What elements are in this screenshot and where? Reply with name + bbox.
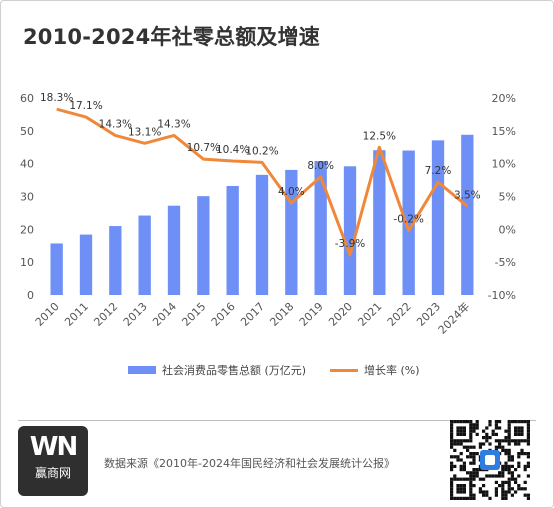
legend-line-swatch xyxy=(330,368,358,372)
bar xyxy=(343,166,357,295)
bar xyxy=(314,161,327,295)
x-tick-label: 2011 xyxy=(62,300,91,329)
chart-legend: 社会消费品零售总额 (万亿元) 增长率 (%) xyxy=(0,362,554,380)
logo-mark: WN xyxy=(29,432,78,462)
growth-data-label: 3.5% xyxy=(454,189,481,201)
y-left-tick-label: 50 xyxy=(20,125,34,138)
y-right-tick-label: 10% xyxy=(492,158,516,171)
x-tick-label: 2019 xyxy=(297,300,326,329)
x-tick-label: 2024年 xyxy=(435,299,472,336)
x-tick-label: 2014 xyxy=(150,300,179,329)
growth-data-label: 14.3% xyxy=(99,118,132,130)
y-right-tick-label: -5% xyxy=(495,256,516,269)
y-left-tick-label: 40 xyxy=(20,158,34,171)
y-left-tick-label: 0 xyxy=(27,289,34,302)
bar xyxy=(79,234,93,295)
bar xyxy=(255,174,269,295)
growth-data-label: -3.9% xyxy=(335,238,365,250)
x-tick-label: 2018 xyxy=(267,300,296,329)
growth-data-label: 18.3% xyxy=(40,92,73,104)
bar xyxy=(197,196,210,295)
brand-logo: WN 赢商网 xyxy=(18,426,88,496)
y-right-tick-label: -10% xyxy=(488,289,516,302)
bar xyxy=(50,243,63,295)
growth-data-label: 8.0% xyxy=(307,160,334,172)
growth-data-label: -0.2% xyxy=(393,214,423,226)
legend-line-label: 增长率 (%) xyxy=(364,364,420,377)
growth-data-label: 10.2% xyxy=(245,145,278,157)
bar xyxy=(138,215,151,295)
legend-item-line: 增长率 (%) xyxy=(330,362,420,378)
x-tick-label: 2013 xyxy=(121,300,150,329)
growth-data-label: 10.4% xyxy=(216,144,249,156)
y-right-tick-label: 5% xyxy=(499,191,516,204)
growth-data-label: 7.2% xyxy=(425,165,452,177)
bar xyxy=(461,134,474,295)
logo-text: 赢商网 xyxy=(34,466,71,480)
bar xyxy=(402,150,415,295)
footer-divider xyxy=(18,420,536,421)
bar xyxy=(167,205,181,295)
growth-data-label: 14.3% xyxy=(157,118,190,130)
bar xyxy=(373,150,386,295)
x-tick-label: 2022 xyxy=(385,300,414,329)
y-right-tick-label: 15% xyxy=(492,125,516,138)
x-tick-label: 2010 xyxy=(33,300,62,329)
qr-code-icon xyxy=(450,420,530,500)
chart-title: 2010-2024年社零总额及增速 xyxy=(23,25,321,49)
growth-data-label: 13.1% xyxy=(128,126,161,138)
y-left-tick-label: 10 xyxy=(20,256,34,269)
legend-bar-label: 社会消费品零售总额 (万亿元) xyxy=(162,364,307,377)
growth-line xyxy=(56,107,469,257)
bar xyxy=(431,140,445,295)
y-right-tick-label: 0% xyxy=(499,223,516,236)
x-tick-label: 2021 xyxy=(355,300,384,329)
legend-bar-swatch xyxy=(128,366,156,374)
y-left-tick-label: 60 xyxy=(20,92,34,105)
y-right-tick-label: 20% xyxy=(492,92,516,105)
bar xyxy=(109,226,122,295)
source-note: 数据来源《2010年-2024年国民经济和社会发展统计公报》 xyxy=(104,457,395,470)
x-tick-label: 2020 xyxy=(326,300,355,329)
growth-data-label: 17.1% xyxy=(69,100,102,112)
growth-data-label: 12.5% xyxy=(363,130,396,142)
growth-data-label: 10.7% xyxy=(187,142,220,154)
x-tick-label: 2016 xyxy=(209,300,238,329)
legend-item-bar: 社会消费品零售总额 (万亿元) xyxy=(128,362,306,378)
x-tick-label: 2017 xyxy=(238,300,267,329)
y-left-tick-label: 30 xyxy=(20,191,34,204)
x-tick-label: 2015 xyxy=(179,300,208,329)
growth-data-label: 4.0% xyxy=(278,186,305,198)
y-left-tick-label: 20 xyxy=(20,223,34,236)
bar xyxy=(226,185,239,295)
x-tick-label: 2012 xyxy=(91,300,120,329)
